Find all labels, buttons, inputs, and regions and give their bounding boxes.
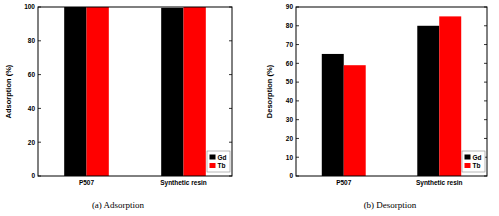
y-tick-label: 100	[24, 3, 35, 10]
caption: (b) Desorption	[364, 200, 417, 210]
y-tick-label: 50	[286, 78, 294, 85]
y-tick	[38, 176, 41, 177]
bars	[322, 16, 461, 176]
y-tick-label: 20	[286, 135, 294, 142]
caption: (a) Adsorption	[92, 200, 145, 210]
y-tick-label: 0	[31, 172, 35, 179]
y-tick	[484, 138, 487, 139]
y-tick-label: 0	[289, 172, 293, 179]
y-tick	[229, 108, 232, 109]
y-tick	[38, 74, 41, 75]
y-tick-label: 60	[28, 71, 36, 78]
y-tick-label: 40	[28, 105, 36, 112]
y-tick	[296, 44, 299, 45]
y-axis-label: Desorption (%)	[265, 64, 274, 118]
legend-swatch	[210, 155, 216, 160]
plot-frame	[38, 7, 232, 176]
y-tick	[296, 100, 299, 101]
bar	[439, 16, 461, 176]
y-tick	[296, 25, 299, 26]
y-tick	[38, 142, 41, 143]
y-tick	[484, 119, 487, 120]
legend-swatch	[465, 163, 471, 168]
y-tick	[38, 40, 41, 41]
legend: GdTb	[207, 151, 230, 172]
y-tick	[484, 100, 487, 101]
plot-frame	[296, 7, 487, 176]
category-label: P507	[79, 179, 95, 186]
y-tick	[229, 7, 232, 8]
y-axis-label: Adsorption (%)	[4, 64, 13, 118]
y-tick	[484, 82, 487, 83]
y-tick	[296, 63, 299, 64]
category-label: P507	[336, 179, 352, 186]
y-tick	[484, 44, 487, 45]
y-tick-label: 10	[286, 154, 294, 161]
y-tick	[229, 142, 232, 143]
legend-swatch	[210, 163, 216, 168]
y-tick	[38, 108, 41, 109]
y-tick	[296, 157, 299, 158]
y-tick	[484, 63, 487, 64]
legend-box	[462, 151, 485, 172]
legend-label: Tb	[473, 162, 481, 169]
legend-label: Gd	[473, 154, 482, 161]
bar	[64, 7, 86, 176]
category-label: Synthetic resin	[416, 179, 463, 187]
bar	[184, 7, 206, 176]
y-tick-label: 20	[28, 139, 36, 146]
bar	[344, 65, 366, 176]
category-label: Synthetic resin	[160, 179, 207, 187]
y-tick-label: 30	[286, 116, 294, 123]
bars	[64, 7, 206, 176]
legend: GdTb	[462, 151, 485, 172]
legend-swatch	[465, 155, 471, 160]
y-tick	[38, 7, 41, 8]
chart-panel: 0 10 20 30 40 50 60 70 80 90 P507 Synthetic resin De…	[265, 3, 487, 210]
y-tick-label: 70	[286, 41, 294, 48]
y-tick	[229, 74, 232, 75]
figure: 020406080100P507Synthetic resinAdsorptio…	[0, 0, 499, 216]
legend-label: Gd	[218, 154, 227, 161]
y-tick	[484, 7, 487, 8]
y-tick	[229, 40, 232, 41]
chart-panel: 0 20 40 60 80 100 P507 Synthetic resin Adsorptio…	[4, 3, 232, 210]
legend-label: Tb	[218, 162, 226, 169]
y-tick	[296, 176, 299, 177]
y-tick-label: 60	[286, 60, 294, 67]
y-tick	[296, 119, 299, 120]
y-tick	[296, 138, 299, 139]
y-tick	[296, 82, 299, 83]
y-tick-label: 80	[286, 22, 294, 29]
bar	[87, 7, 109, 176]
bar	[161, 8, 183, 176]
y-tick	[296, 7, 299, 8]
y-tick	[484, 176, 487, 177]
y-tick-label: 80	[28, 37, 36, 44]
legend-box	[207, 151, 230, 172]
y-tick	[229, 176, 232, 177]
y-tick	[484, 25, 487, 26]
bar	[417, 26, 439, 176]
y-tick-label: 90	[286, 3, 294, 10]
bar	[322, 54, 344, 176]
y-tick-label: 40	[286, 97, 294, 104]
